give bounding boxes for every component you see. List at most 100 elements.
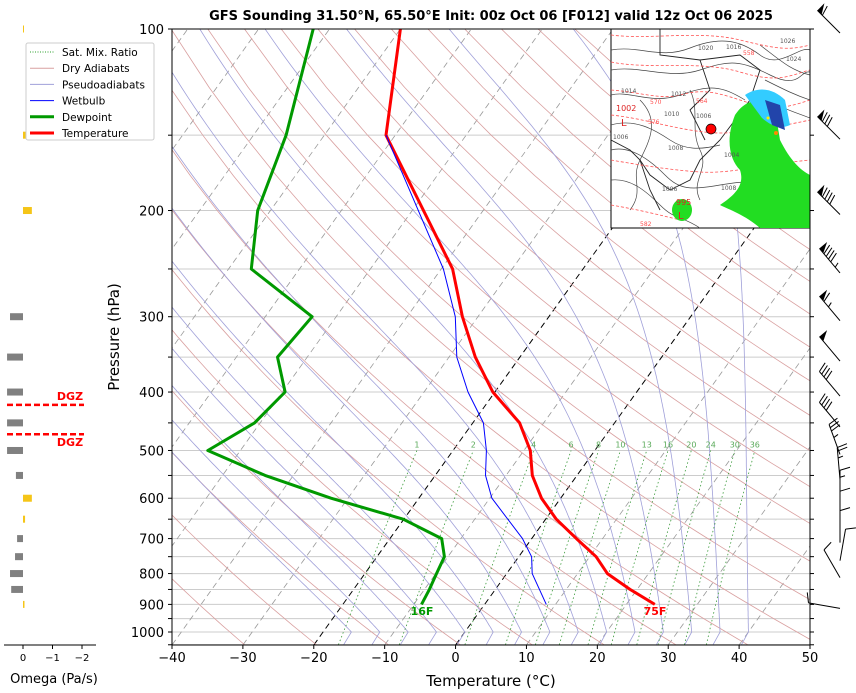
wind-barb-flag xyxy=(817,109,825,121)
svg-text:570: 570 xyxy=(650,99,662,106)
dry-adiabat-line xyxy=(391,29,810,382)
wind-barb-full xyxy=(826,192,833,203)
wind-barb-full xyxy=(806,592,809,603)
wind-barb-full xyxy=(831,424,841,432)
legend-label: Sat. Mix. Ratio xyxy=(62,47,138,59)
svg-text:1024: 1024 xyxy=(786,56,801,63)
wind-barb-full xyxy=(828,417,838,425)
wind-barb-full xyxy=(829,421,839,429)
x-tick-label: 40 xyxy=(731,651,748,666)
temperature-line xyxy=(384,29,656,606)
wind-barb-full xyxy=(837,443,848,449)
mixing-ratio-line xyxy=(505,450,572,645)
mixing-ratio-line xyxy=(684,450,736,645)
svg-text:1006: 1006 xyxy=(662,186,677,193)
plot-frame xyxy=(171,28,811,646)
mixing-ratio-label: 6 xyxy=(569,440,574,449)
pseudoadiabat-line xyxy=(172,451,352,645)
pseudoadiabat-line xyxy=(172,384,409,645)
x-tick-label: −10 xyxy=(371,651,398,666)
chart-title: GFS Sounding 31.50°N, 65.50°E Init: 00z … xyxy=(209,9,773,24)
dry-adiabat-line xyxy=(427,29,810,348)
wind-barb-staff xyxy=(819,371,841,397)
inset-map-labels: 1020 1016 1026 1024 1014 1012 1010 1006 … xyxy=(613,38,801,228)
wind-barb-staff xyxy=(819,248,841,274)
x-tick-label: 30 xyxy=(660,651,677,666)
wind-barb-flag xyxy=(817,184,825,197)
dry-adiabat-line xyxy=(172,578,245,645)
y-tick-label: 900 xyxy=(139,598,164,613)
x-tick-label: −20 xyxy=(300,651,327,666)
omega-bar xyxy=(23,600,25,608)
wind-barb xyxy=(839,507,851,543)
wind-barb-full xyxy=(830,252,837,263)
dry-adiabat-line xyxy=(317,29,810,452)
wind-barb-full xyxy=(839,507,851,512)
svg-text:582: 582 xyxy=(640,221,652,228)
dgz-label-bottom: DGZ xyxy=(57,436,83,449)
y-tick-label: 400 xyxy=(139,386,164,401)
wind-barb-full xyxy=(826,117,833,127)
mixing-ratio-label: 36 xyxy=(750,440,760,449)
omega-bar xyxy=(23,494,32,502)
mixing-ratio-labels: 1 2 4 6 8 10 13 16 20 24 30 36 xyxy=(414,440,759,449)
omega-x-tick-label: −2 xyxy=(75,653,90,664)
dry-adiabat-line xyxy=(354,29,810,416)
svg-text:1010: 1010 xyxy=(664,111,679,118)
dry-adiabat-line xyxy=(172,390,461,645)
legend-label: Wetbulb xyxy=(62,96,106,108)
dry-adiabat-line xyxy=(464,29,810,315)
mixing-ratio-line xyxy=(610,450,669,645)
wind-barb-full xyxy=(823,398,831,409)
wind-barb-half xyxy=(837,455,844,459)
omega-bar xyxy=(23,207,32,215)
wind-barb-half xyxy=(833,434,839,438)
wind-barb-half xyxy=(839,475,846,478)
wind-barb-full xyxy=(823,244,831,255)
svg-text:1016: 1016 xyxy=(726,44,741,51)
wind-barb-full xyxy=(821,396,828,406)
omega-panel: 0 −1 −2 xyxy=(4,25,96,664)
legend-label: Temperature xyxy=(61,128,129,140)
mixing-ratio-label: 4 xyxy=(531,440,536,449)
wind-barb-flag xyxy=(819,289,828,301)
inset-isobars xyxy=(611,40,810,228)
wind-barb xyxy=(819,362,841,397)
wetbulb-line xyxy=(385,135,547,605)
wind-barb-staff xyxy=(828,424,841,455)
pseudoadiabat-line xyxy=(346,29,664,645)
svg-text:1006: 1006 xyxy=(613,134,628,141)
wind-barb-full xyxy=(821,187,828,198)
x-tick-label: −40 xyxy=(158,651,185,666)
mixing-ratio-line xyxy=(706,450,756,645)
wind-barb-full xyxy=(825,247,833,257)
wind-barb-full xyxy=(823,367,831,378)
sounding-location-marker xyxy=(705,123,717,135)
wind-barb-full xyxy=(823,292,831,302)
wind-barb-full xyxy=(821,365,828,375)
mixing-ratio-label: 20 xyxy=(686,440,696,449)
dry-adiabat-line xyxy=(280,29,810,488)
svg-text:564: 564 xyxy=(696,98,708,105)
dry-adiabat-line xyxy=(172,29,810,601)
omega-bar xyxy=(15,553,23,561)
wind-barb-staff xyxy=(808,602,841,609)
wind-barb-half xyxy=(828,302,832,308)
dry-adiabat-line xyxy=(207,29,810,562)
pseudoadiabat-line xyxy=(264,29,636,645)
y-tick-label: 100 xyxy=(139,23,164,38)
surface-dewpoint-label: 16F xyxy=(411,605,434,618)
wind-barb-full xyxy=(821,5,828,16)
omega-bar xyxy=(10,313,23,321)
wind-barb-full xyxy=(824,189,831,200)
svg-text:558: 558 xyxy=(743,50,755,57)
wind-barb-full xyxy=(839,487,851,492)
wind-barb xyxy=(823,541,841,578)
mixing-ratio-label: 13 xyxy=(642,440,652,449)
wind-barb xyxy=(836,443,848,480)
mixing-ratio-line xyxy=(558,450,621,645)
svg-text:L: L xyxy=(678,211,684,222)
omega-bar xyxy=(23,25,24,33)
mixing-ratio-label: 8 xyxy=(596,440,601,449)
wind-barb-full xyxy=(824,114,831,125)
